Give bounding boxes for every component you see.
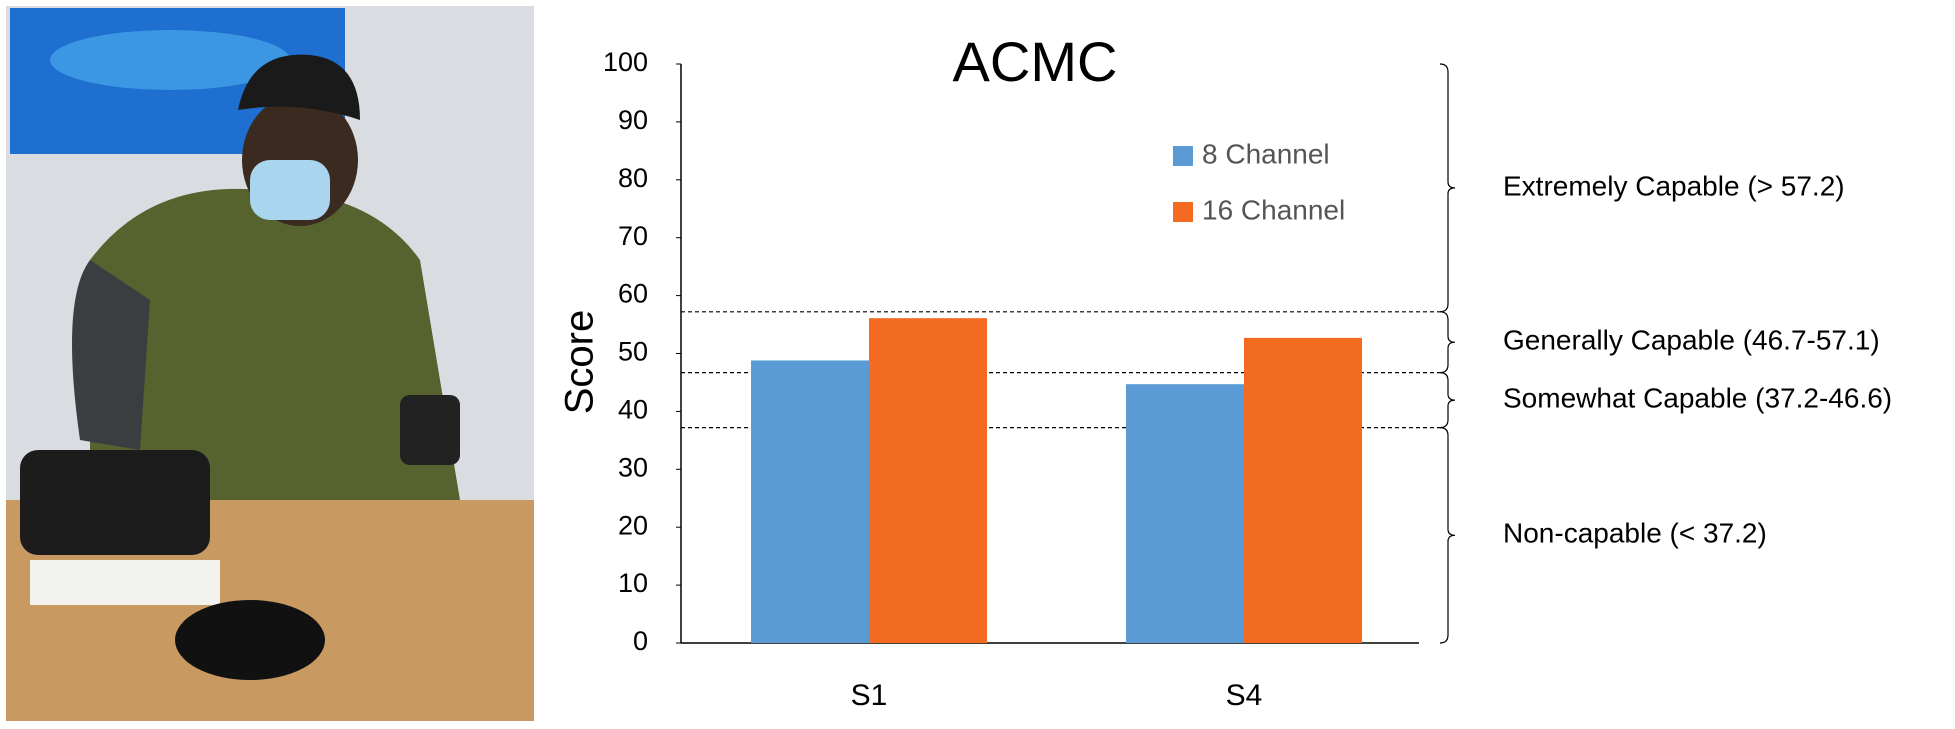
photo-tv-glow (50, 30, 290, 90)
chart-title: ACMC (953, 30, 1118, 93)
legend-swatch (1173, 202, 1193, 222)
legend-swatch (1173, 146, 1193, 166)
band-bracket (1439, 311, 1456, 374)
photo-bag (20, 450, 210, 555)
x-tick-label: S1 (851, 679, 888, 712)
legend-label: 8 Channel (1202, 138, 1330, 169)
photo-case (175, 600, 325, 680)
band-bracket (1439, 372, 1456, 429)
y-tick-label: 70 (618, 221, 648, 251)
legend-label: 16 Channel (1202, 194, 1345, 225)
photo-mask (250, 160, 330, 220)
y-tick-label: 10 (618, 568, 648, 598)
y-tick-label: 80 (618, 163, 648, 193)
bar (1244, 337, 1362, 643)
photo-prosthesis (400, 395, 460, 465)
y-tick-label: 60 (618, 279, 648, 309)
band-label: Non-capable (< 37.2) (1503, 518, 1767, 549)
bar (751, 360, 869, 643)
photo-book (30, 560, 220, 605)
x-tick-label: S4 (1226, 679, 1263, 712)
y-tick-label: 0 (633, 626, 648, 656)
y-tick-label: 100 (603, 47, 648, 77)
photo-sleeve (72, 260, 150, 450)
bar (869, 318, 987, 643)
band-bracket (1439, 63, 1456, 313)
band-label: Generally Capable (46.7-57.1) (1503, 325, 1880, 356)
photo (6, 6, 534, 721)
bar (1126, 384, 1244, 643)
y-tick-label: 30 (618, 452, 648, 482)
y-tick-label: 20 (618, 510, 648, 540)
photo-shirt (90, 188, 460, 500)
band-label: Somewhat Capable (37.2-46.6) (1503, 383, 1892, 414)
y-tick-label: 50 (618, 337, 648, 367)
photo-cap (238, 54, 360, 120)
y-axis-label: Score (558, 310, 602, 415)
band-label: Extremely Capable (> 57.2) (1503, 170, 1845, 201)
band-bracket (1439, 427, 1456, 644)
y-tick-label: 40 (618, 395, 648, 425)
y-tick-label: 90 (618, 105, 648, 135)
